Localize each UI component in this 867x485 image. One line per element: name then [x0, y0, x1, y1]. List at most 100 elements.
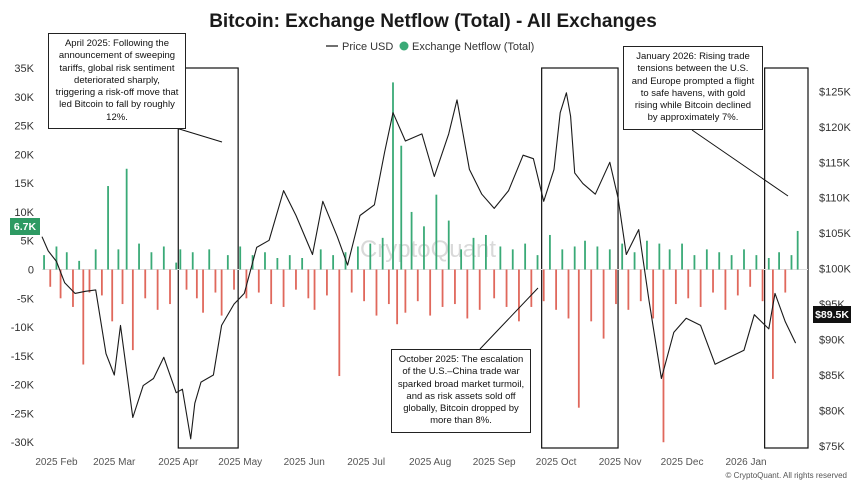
netflow-bar	[499, 246, 502, 270]
netflow-bar	[239, 246, 242, 270]
netflow-bar	[736, 269, 739, 296]
x-tick-label: 2025 Jul	[347, 457, 385, 468]
right-axis-ticks: $125K$120K$115K$110K$105K$100K$95K$90K$8…	[819, 86, 851, 452]
x-tick-label: 2025 Jun	[284, 457, 325, 468]
x-tick-label: 2025 Oct	[536, 457, 577, 468]
x-tick-label: 2025 Feb	[35, 457, 78, 468]
netflow-bar	[220, 269, 223, 316]
left-tick-label: 15K	[14, 178, 34, 190]
netflow-bar	[466, 269, 469, 319]
netflow-bar	[505, 269, 508, 307]
right-tick-label: $120K	[819, 122, 851, 134]
netflow-bar	[674, 269, 677, 305]
right-tick-label: $125K	[819, 86, 851, 98]
netflow-bar	[138, 243, 140, 270]
netflow-bar	[332, 255, 335, 270]
netflow-legend-swatch	[399, 41, 409, 51]
price-legend-label: Price USD	[342, 41, 393, 53]
netflow-bar	[577, 269, 580, 408]
netflow-bar	[767, 258, 770, 270]
netflow-bar	[307, 269, 310, 299]
left-tick-label: 0	[28, 265, 34, 277]
netflow-bar	[257, 269, 260, 293]
netflow-bar	[561, 249, 564, 270]
netflow-bar	[778, 252, 780, 270]
netflow-bar	[169, 269, 171, 305]
january-leader	[691, 129, 789, 197]
highlight-boxes	[177, 67, 809, 449]
netflow-badge-text: 6.7K	[14, 221, 37, 233]
netflow-bar	[749, 269, 752, 287]
netflow-bar	[125, 168, 128, 270]
netflow-bar	[121, 269, 124, 305]
netflow-bar	[699, 269, 702, 307]
price-badge-text: $89.5K	[815, 309, 849, 321]
netflow-bar	[276, 258, 279, 270]
netflow-bar	[493, 269, 496, 299]
left-tick-label: -20K	[11, 380, 35, 392]
netflow-bar	[270, 269, 273, 305]
netflow-bar	[743, 249, 745, 270]
netflow-bar	[423, 226, 425, 270]
left-tick-label: 20K	[14, 149, 34, 161]
netflow-bar	[584, 240, 586, 270]
netflow-bar	[615, 269, 617, 305]
netflow-bar	[363, 269, 365, 302]
netflow-bar	[144, 269, 147, 299]
left-tick-label: -10K	[11, 322, 35, 334]
netflow-bar	[65, 252, 68, 270]
netflow-bar	[441, 269, 444, 307]
netflow-bar	[233, 269, 235, 290]
netflow-bar	[264, 252, 266, 270]
netflow-bar	[400, 145, 403, 270]
netflow-bar	[350, 269, 353, 293]
netflow-bar	[435, 194, 438, 270]
netflow-bar	[790, 255, 793, 270]
april-leader	[175, 127, 223, 143]
netflow-bar	[111, 269, 114, 322]
netflow-bar	[718, 252, 721, 270]
right-tick-label: $115K	[819, 157, 851, 169]
netflow-bar	[460, 249, 463, 270]
january-2026-annotation: January 2026: Rising trade tensions betw…	[623, 46, 763, 130]
netflow-bar	[202, 269, 204, 313]
netflow-bar	[375, 269, 378, 316]
netflow-bar	[59, 269, 62, 299]
right-tick-label: $100K	[819, 264, 851, 276]
netflow-bar	[478, 269, 481, 310]
netflow-bar	[712, 269, 714, 293]
left-tick-label: -30K	[11, 437, 35, 449]
netflow-bar	[55, 246, 58, 270]
april-2025-annotation: April 2025: Following the announcement o…	[48, 33, 186, 130]
netflow-bar	[772, 269, 774, 379]
netflow-bar	[567, 269, 570, 319]
netflow-bar	[72, 269, 74, 307]
left-axis-ticks: 35K 30K 25K 20K 15K 10K 5K 0 -5K -10K -15K -20K -25K…	[11, 63, 35, 449]
right-tick-label: $75K	[819, 441, 845, 453]
left-tick-label: -15K	[11, 351, 35, 363]
netflow-bar	[573, 246, 576, 270]
left-tick-label: 25K	[14, 121, 34, 133]
netflow-bar	[100, 269, 103, 296]
netflow-bar	[208, 249, 211, 270]
netflow-bar	[511, 249, 514, 270]
watermark: CryptoQuant	[360, 236, 496, 263]
netflow-bar	[356, 246, 359, 270]
left-tick-label: 10K	[14, 207, 34, 219]
netflow-bar	[602, 269, 605, 339]
netflow-bar	[784, 269, 787, 293]
left-tick-label: -25K	[11, 408, 35, 420]
netflow-bar	[162, 246, 165, 270]
price-line-layer	[41, 92, 797, 440]
x-tick-label: 2025 Mar	[93, 457, 136, 468]
netflow-bar	[755, 255, 758, 270]
x-axis-ticks: 2025 Feb 2025 Mar 2025 Apr 2025 May 2025 Jun…	[35, 457, 766, 468]
netflow-bar	[326, 269, 328, 296]
netflow-value-badge: 6.7K	[10, 218, 40, 235]
x-tick-label: 2025 Sep	[473, 457, 516, 468]
highlight-box-1	[177, 67, 239, 449]
netflow-legend-label: Exchange Netflow (Total)	[412, 41, 534, 53]
netflow-bar	[472, 237, 475, 270]
netflow-bar	[518, 269, 520, 322]
